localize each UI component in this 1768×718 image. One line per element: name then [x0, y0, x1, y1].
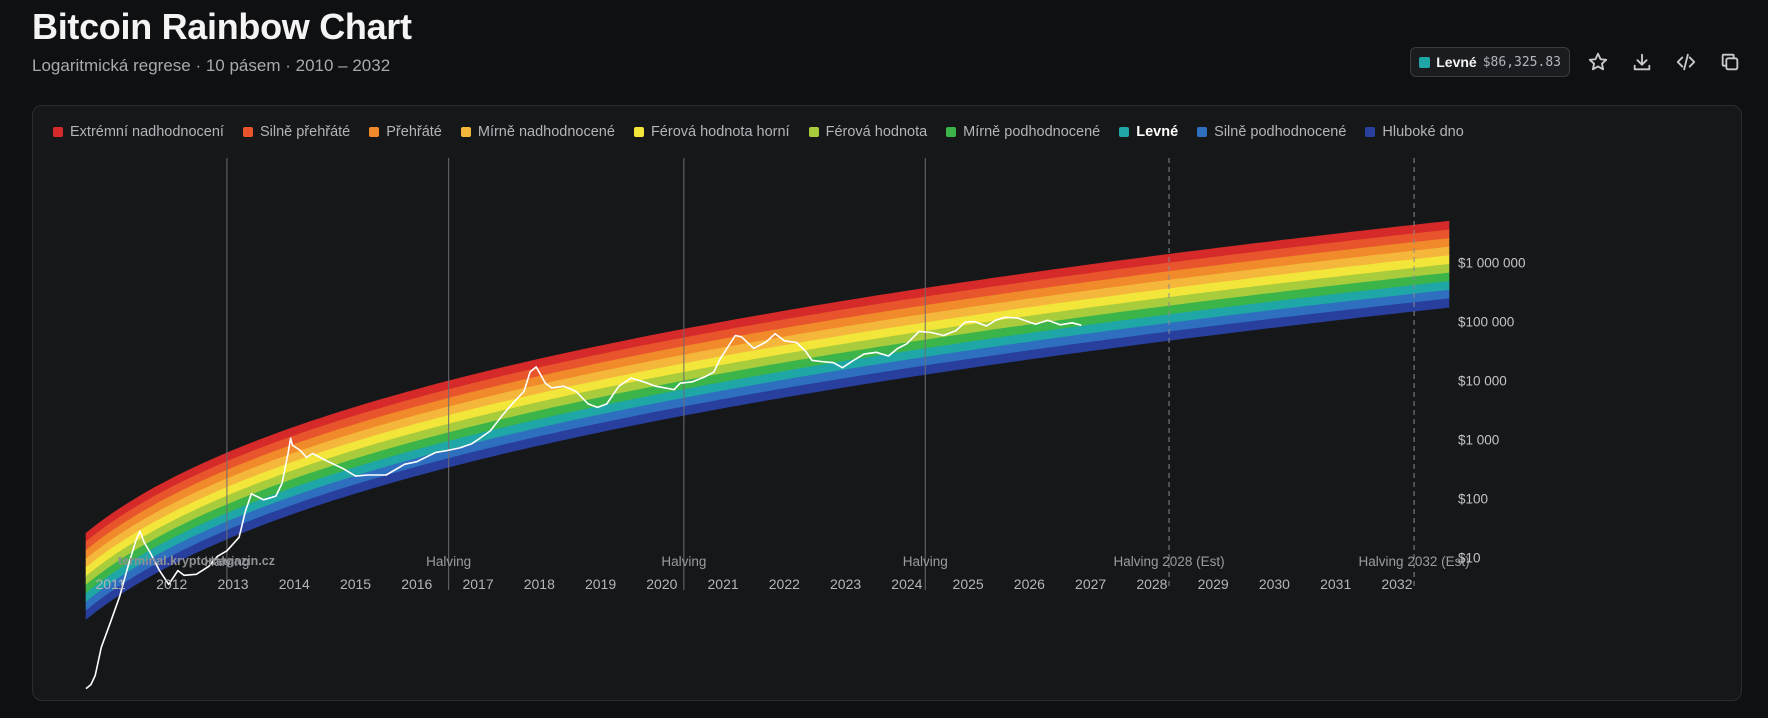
x-tick-label: 2016: [401, 576, 432, 592]
rainbow-chart: Halving Halving Halving Halving Halving 2028…: [85, 158, 1526, 690]
favorite-button[interactable]: [1582, 46, 1614, 78]
page-subtitle: Logaritmická regrese · 10 pásem · 2010 –…: [32, 56, 391, 75]
embed-button[interactable]: [1670, 46, 1702, 78]
x-tick-label: 2015: [340, 576, 371, 592]
halving-label: Halving 2028 (Est): [1114, 554, 1225, 569]
legend-label: Přehřáté: [386, 124, 442, 140]
legend-swatch: [369, 127, 380, 137]
x-tick-label: 2028: [1136, 576, 1167, 592]
price-line: [85, 316, 1082, 690]
x-tick-label: 2022: [769, 576, 800, 592]
star-icon: [1588, 52, 1608, 71]
watermark: terminal.kryptomagazin.cz: [118, 554, 275, 568]
legend-item[interactable]: Extrémní nadhodnocení: [53, 124, 224, 140]
zone-label: Levné: [1436, 54, 1477, 70]
legend-swatch: [460, 127, 471, 137]
x-tick-label: 2027: [1075, 576, 1106, 592]
halving-label: Halving: [903, 554, 948, 569]
legend-label: Extrémní nadhodnocení: [70, 124, 224, 140]
x-tick-label: 2023: [830, 576, 861, 592]
halving-label: Halving 2032 (Est): [1359, 554, 1470, 569]
legend-item[interactable]: Silně přehřáté: [242, 124, 351, 140]
x-tick-label: 2012: [156, 576, 187, 592]
download-icon: [1633, 53, 1651, 71]
legend-label: Mírně nadhodnocené: [477, 124, 615, 140]
legend-label: Mírně podhodnocené: [963, 124, 1101, 140]
chart-card: Extrémní nadhodnocení Silně přehřáté Přehř…: [32, 105, 1742, 701]
x-tick-label: 2021: [708, 576, 739, 592]
toolbar: Levné $86,325.83: [1410, 46, 1746, 78]
legend-swatch: [242, 127, 253, 137]
legend-item[interactable]: Hluboké dno: [1365, 124, 1464, 140]
legend-item[interactable]: Levné: [1119, 124, 1178, 140]
page-title: Bitcoin Rainbow Chart: [32, 6, 412, 47]
download-button[interactable]: [1626, 46, 1658, 78]
band-9: [85, 298, 1450, 620]
legend-label: Hluboké dno: [1382, 124, 1464, 140]
legend-swatch: [1197, 127, 1208, 137]
legend-swatch: [53, 127, 63, 137]
copy-icon: [1721, 53, 1739, 71]
x-tick-label: 2024: [891, 576, 922, 592]
zone-badge: Levné $86,325.83: [1410, 47, 1570, 77]
legend-swatch: [1365, 127, 1376, 137]
legend-label: Levné: [1136, 124, 1179, 140]
legend-swatch: [633, 127, 644, 137]
y-tick-label: $100 000: [1458, 315, 1514, 330]
y-tick-label: $10 000: [1458, 374, 1507, 389]
legend-label: Silně podhodnocené: [1214, 124, 1347, 140]
legend-label: Férová hodnota horní: [650, 124, 790, 140]
legend-item[interactable]: Mírně podhodnocené: [946, 124, 1100, 140]
y-tick-label: $1 000 000: [1458, 256, 1526, 271]
x-tick-label: 2019: [585, 576, 616, 592]
y-tick-label: $10: [1458, 551, 1481, 566]
legend-label: Férová hodnota: [825, 124, 928, 140]
halving-label: Halving: [661, 554, 706, 569]
current-price: $86,325.83: [1482, 54, 1561, 70]
legend-item[interactable]: Férová hodnota: [808, 124, 928, 140]
x-tick-label: 2018: [524, 576, 555, 592]
legend-swatch: [808, 127, 819, 137]
x-tick-label: 2014: [279, 576, 310, 592]
legend-label: Silně přehřáté: [259, 124, 351, 140]
legend-item[interactable]: Férová hodnota horní: [633, 124, 790, 140]
x-tick-label: 2029: [1198, 576, 1229, 592]
legend-swatch: [946, 127, 957, 137]
x-tick-label: 2031: [1320, 576, 1351, 592]
halving-label: Halving: [426, 554, 471, 569]
legend-item[interactable]: Mírně nadhodnocené: [460, 124, 615, 140]
x-tick-label: 2011: [95, 576, 125, 592]
legend-item[interactable]: Přehřáté: [369, 124, 442, 140]
legend-swatch: [1119, 127, 1130, 137]
y-tick-label: $1 000: [1458, 433, 1499, 448]
x-tick-label: 2017: [462, 576, 493, 592]
x-tick-label: 2026: [1014, 576, 1045, 592]
x-tick-label: 2030: [1259, 576, 1290, 592]
x-tick-label: 2032: [1381, 576, 1412, 592]
x-tick-label: 2020: [646, 576, 677, 592]
code-icon: [1676, 53, 1696, 71]
x-tick-label: 2025: [953, 576, 984, 592]
x-tick-label: 2013: [217, 576, 248, 592]
legend-item[interactable]: Silně podhodnocené: [1197, 124, 1346, 140]
copy-button[interactable]: [1714, 46, 1746, 78]
zone-swatch: [1419, 56, 1431, 68]
chart-legend: Extrémní nadhodnocení Silně přehřáté Přehř…: [53, 124, 1483, 140]
y-tick-label: $100: [1458, 492, 1488, 507]
